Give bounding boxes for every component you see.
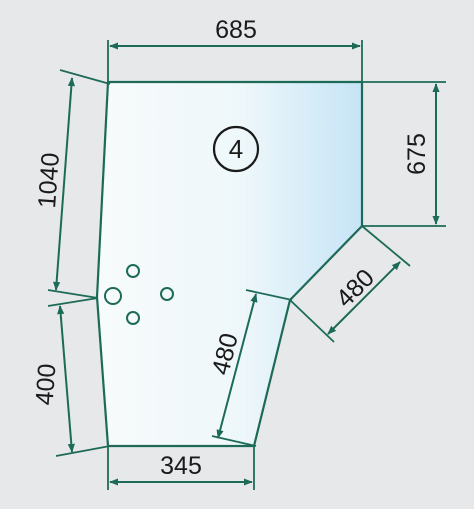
dimension-left-upper-height: 1040 bbox=[33, 69, 111, 299]
dimension-top-width: 685 bbox=[107, 16, 363, 84]
dimension-label: 1040 bbox=[33, 152, 65, 209]
mounting-holes bbox=[104, 264, 174, 325]
mounting-hole bbox=[160, 287, 174, 301]
dimension-right-upper-height: 675 bbox=[362, 81, 446, 227]
part-number: 4 bbox=[229, 134, 243, 164]
mounting-hole bbox=[104, 287, 122, 305]
dimension-label: 685 bbox=[215, 16, 257, 44]
dimension-label: 400 bbox=[31, 363, 62, 407]
dimension-label: 480 bbox=[331, 264, 380, 313]
mounting-hole bbox=[126, 264, 140, 278]
mounting-hole bbox=[126, 311, 140, 325]
dimension-label: 345 bbox=[160, 452, 202, 480]
dimension-left-lower-height: 400 bbox=[31, 297, 111, 457]
dimension-label: 675 bbox=[403, 133, 431, 175]
glass-panel bbox=[95, 80, 364, 448]
part-number-badge: 4 bbox=[212, 125, 260, 173]
dimension-bottom-width: 345 bbox=[107, 446, 255, 490]
